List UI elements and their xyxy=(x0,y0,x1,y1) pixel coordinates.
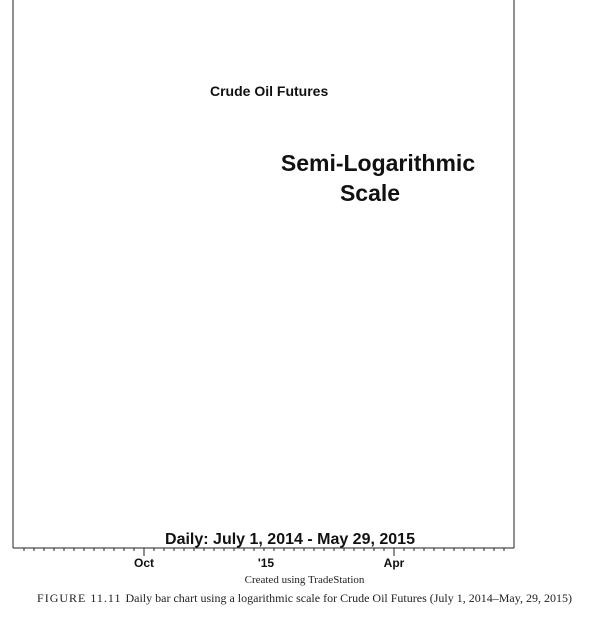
chart-title: Crude Oil Futures xyxy=(210,83,328,99)
x-tick-label: Apr xyxy=(384,556,405,570)
figure-caption-text: Daily bar chart using a logarithmic scal… xyxy=(125,591,572,605)
annotation-line-1: Semi-Logarithmic xyxy=(281,150,475,176)
date-range-label: Daily: July 1, 2014 - May 29, 2015 xyxy=(165,531,415,548)
figure-label: FIGURE 11.11 xyxy=(37,591,122,605)
x-tick-label: Oct xyxy=(134,556,154,570)
x-axis-ticks: Oct '15 Apr xyxy=(23,548,505,570)
x-tick-label: '15 xyxy=(258,556,275,570)
plot-area-background xyxy=(13,0,514,548)
credit-line: Created using TradeStation xyxy=(244,574,365,586)
figure-caption: FIGURE 11.11 Daily bar chart using a loga… xyxy=(30,591,579,606)
annotation-line-2: Scale xyxy=(340,180,400,206)
